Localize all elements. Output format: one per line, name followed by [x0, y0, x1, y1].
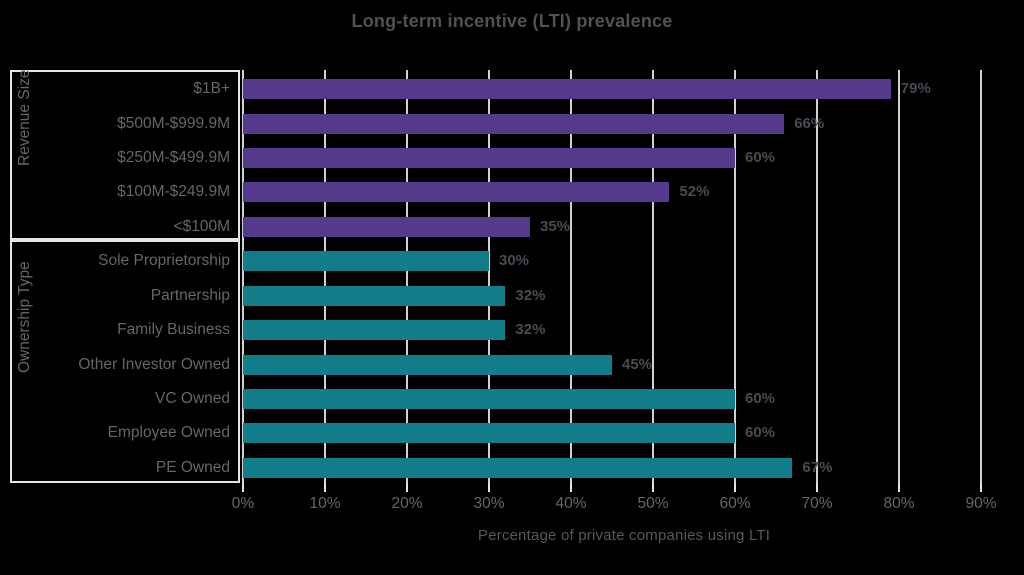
ownership-type-group-box	[10, 240, 240, 483]
tick-mark-40%	[570, 483, 572, 492]
bar-VC Owned	[243, 388, 735, 409]
x-tick-label: 10%	[309, 495, 341, 512]
value-label: 32%	[515, 286, 546, 304]
tick-mark-10%	[324, 483, 326, 492]
tick-mark-70%	[816, 483, 818, 492]
category-label: VC Owned	[155, 389, 230, 407]
gridline-0%	[242, 70, 244, 483]
bar-$100M-$249.9M	[243, 182, 670, 203]
x-tick-label: 50%	[637, 495, 669, 512]
x-tick-label: 90%	[965, 495, 997, 512]
category-label: Other Investor Owned	[78, 355, 230, 373]
gridline-20%	[406, 70, 408, 483]
tick-mark-50%	[652, 483, 654, 492]
bar-Sole Proprietorship	[243, 251, 489, 272]
value-label: 32%	[515, 321, 546, 339]
category-label: Partnership	[150, 286, 230, 304]
bar-$1B+	[243, 79, 891, 100]
category-label: Family Business	[117, 321, 230, 339]
tick-mark-80%	[898, 483, 900, 492]
value-label: 45%	[622, 355, 653, 373]
category-label: $250M-$499.9M	[117, 149, 230, 167]
x-tick-label: 0%	[231, 495, 255, 512]
gridline-50%	[652, 70, 654, 483]
value-label: 67%	[802, 458, 833, 476]
bar-Employee Owned	[243, 423, 735, 444]
bar-<$100M	[243, 216, 530, 237]
x-tick-label: 40%	[555, 495, 587, 512]
x-tick-label: 70%	[801, 495, 833, 512]
category-label: <$100M	[173, 217, 230, 235]
value-label: 79%	[900, 80, 931, 98]
value-label: 52%	[679, 183, 710, 201]
tick-mark-30%	[488, 483, 490, 492]
chart-title: Long-term incentive (LTI) prevalence	[351, 11, 673, 31]
value-label: 30%	[499, 252, 530, 270]
gridline-10%	[324, 70, 326, 483]
gridline-80%	[898, 70, 900, 483]
value-label: 60%	[745, 389, 776, 407]
bar-$250M-$499.9M	[243, 148, 735, 169]
x-tick-label: 80%	[883, 495, 915, 512]
value-label: 60%	[745, 149, 776, 167]
gridline-60%	[734, 70, 736, 483]
tick-mark-0%	[242, 483, 244, 492]
gridline-40%	[570, 70, 572, 483]
tick-mark-90%	[980, 483, 982, 492]
bar-Partnership	[243, 285, 506, 306]
category-label: $500M-$999.9M	[117, 114, 230, 132]
category-label: PE Owned	[155, 458, 230, 476]
gridline-90%	[980, 70, 982, 483]
value-label: 66%	[794, 114, 825, 132]
plot-area: 79% 66% 60% 52% 35% 30% 32% 32% 45% 60% 60% 67%	[242, 70, 1005, 483]
x-tick-label: 30%	[473, 495, 505, 512]
category-label: $1B+	[193, 80, 230, 98]
bar-$500M-$999.9M	[243, 113, 785, 134]
revenue-size-group-box	[10, 70, 240, 240]
value-label: 35%	[540, 217, 571, 235]
category-label: Employee Owned	[107, 424, 230, 442]
category-label: $100M-$249.9M	[117, 183, 230, 201]
category-label: Sole Proprietorship	[98, 252, 230, 270]
gridline-30%	[488, 70, 490, 483]
value-label: 60%	[745, 424, 776, 442]
bar-PE Owned	[243, 457, 793, 478]
x-axis-title: Percentage of private companies using LT…	[477, 527, 771, 544]
bar-Family Business	[243, 320, 506, 341]
tick-mark-60%	[734, 483, 736, 492]
x-tick-label: 20%	[391, 495, 423, 512]
bar-Other Investor Owned	[243, 354, 612, 375]
tick-mark-20%	[406, 483, 408, 492]
x-tick-label: 60%	[719, 495, 751, 512]
gridline-70%	[816, 70, 818, 483]
